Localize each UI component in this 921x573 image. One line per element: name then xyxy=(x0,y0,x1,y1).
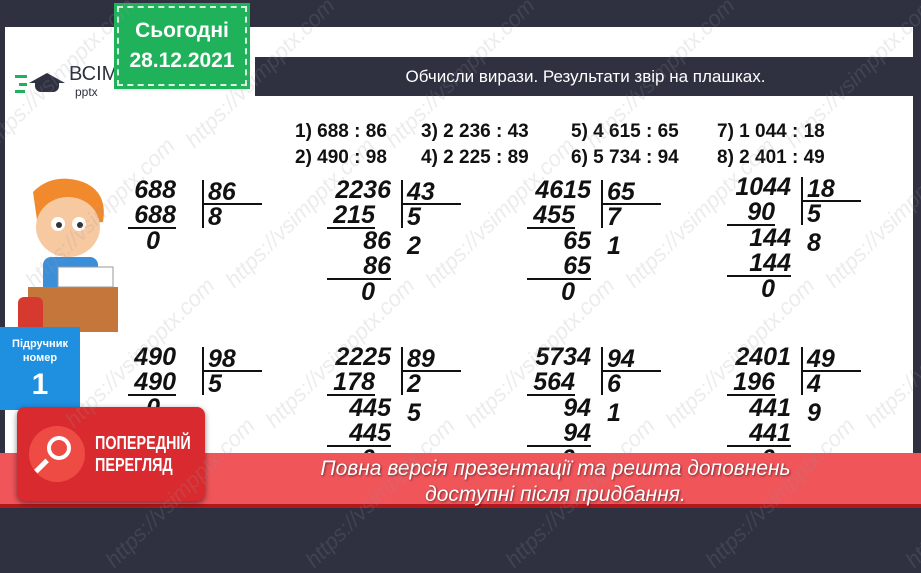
student-illustration xyxy=(18,178,118,332)
divisor: 98 xyxy=(208,345,236,373)
task: 4) 2 225 : 89 xyxy=(421,147,529,168)
division-step: 94 xyxy=(563,393,591,422)
subtraction-line xyxy=(727,275,791,277)
quotient: 6 1 xyxy=(607,370,621,427)
quotient: 4 9 xyxy=(807,370,821,427)
subtraction-line xyxy=(527,227,575,229)
divisor: 86 xyxy=(208,178,236,206)
divisor: 94 xyxy=(607,345,635,373)
divisor-line xyxy=(801,200,861,202)
badge-line-1: ПОПЕРЕДНІЙ xyxy=(95,433,191,453)
division-step: 86 xyxy=(363,226,391,255)
dividend: 5734 xyxy=(535,343,591,371)
divisor-line xyxy=(401,203,461,205)
division-step: 90 xyxy=(747,198,775,226)
division-step: 86 xyxy=(363,252,391,280)
subtraction-line xyxy=(327,445,391,447)
division-step: 455 xyxy=(533,201,575,229)
divisor-line xyxy=(601,203,661,205)
division-step: 65 xyxy=(563,226,591,255)
division-step: 564 xyxy=(533,368,575,396)
task-list: 1) 688 : 86 3) 2 236 : 43 5) 4 615 : 65 … xyxy=(295,121,857,169)
task: 1) 688 : 86 xyxy=(295,121,387,142)
subtraction-line xyxy=(128,394,176,396)
task: 6) 5 734 : 94 xyxy=(571,147,679,168)
dividend: 4615 xyxy=(535,176,591,204)
division-step: 445 xyxy=(349,419,391,447)
divisor-line xyxy=(601,370,661,372)
divisor: 49 xyxy=(807,345,835,373)
division-step: 0 xyxy=(361,277,375,306)
textbook-number-box: Підручник номер 1 xyxy=(0,327,80,410)
dividend: 490 xyxy=(134,343,176,371)
divisor: 65 xyxy=(607,178,635,206)
badge-line-2: ПЕРЕГЛЯД xyxy=(95,455,173,475)
division-step: 688 xyxy=(134,201,176,229)
number-label: номер xyxy=(22,352,58,364)
magnifier-icon xyxy=(29,426,85,482)
division-step: 196 xyxy=(733,368,775,396)
logo: ВСІМ pptx xyxy=(15,63,119,101)
division-step: 94 xyxy=(563,419,591,447)
quotient: 2 5 xyxy=(407,370,421,427)
textbook-label: Підручник xyxy=(12,338,68,350)
task: 2) 490 : 98 xyxy=(295,147,387,168)
dividend: 2401 xyxy=(735,343,791,371)
dividend: 2236 xyxy=(335,176,391,204)
division-step: 0 xyxy=(561,277,575,306)
purchase-banner[interactable]: Повна версія презентації та решта доповн… xyxy=(0,453,921,508)
task: 3) 2 236 : 43 xyxy=(421,121,529,142)
division-step: 441 xyxy=(749,393,791,422)
logo-sub: pptx xyxy=(75,85,98,99)
division-step: 0 xyxy=(146,226,160,255)
division-step: 144 xyxy=(749,223,791,252)
dividend: 688 xyxy=(134,176,176,204)
division-step: 65 xyxy=(563,252,591,280)
divisor-line xyxy=(202,203,262,205)
task: 5) 4 615 : 65 xyxy=(571,121,679,142)
subtraction-line xyxy=(527,445,591,447)
division-step: 144 xyxy=(749,249,791,277)
division-step: 0 xyxy=(761,274,775,303)
divisor-line xyxy=(801,370,861,372)
task-title: Обчисли вирази. Результати звір на плашк… xyxy=(255,57,913,96)
subtraction-line xyxy=(327,394,375,396)
divisor: 43 xyxy=(407,178,435,206)
divisor: 89 xyxy=(407,345,435,373)
date-label: Сьогодні xyxy=(135,19,229,42)
graduation-cap-icon xyxy=(15,71,65,95)
subtraction-line xyxy=(128,227,176,229)
banner-line-1: Повна версія презентації та решта доповн… xyxy=(320,457,791,480)
quotient: 5 2 xyxy=(407,203,421,260)
task: 7) 1 044 : 18 xyxy=(717,121,825,142)
preview-badge[interactable]: ПОПЕРЕДНІЙ ПЕРЕГЛЯД xyxy=(17,407,205,501)
division-step: 215 xyxy=(333,201,375,229)
dividend: 1044 xyxy=(735,173,791,201)
quotient: 5 8 xyxy=(807,200,821,257)
divisor: 18 xyxy=(807,175,835,203)
date-value: 28.12.2021 xyxy=(129,49,235,72)
task: 8) 2 401 : 49 xyxy=(717,147,825,168)
banner-line-2: доступні після придбання. xyxy=(425,483,686,506)
subtraction-line xyxy=(727,445,791,447)
dividend: 2225 xyxy=(335,343,391,371)
subtraction-line xyxy=(327,278,391,280)
divisor-line xyxy=(401,370,461,372)
date-tag: Сьогодні 28.12.2021 xyxy=(114,3,250,89)
quotient: 7 1 xyxy=(607,203,621,260)
divisor-line xyxy=(202,370,262,372)
subtraction-line xyxy=(527,278,591,280)
subtraction-line xyxy=(327,227,375,229)
division-step: 441 xyxy=(749,419,791,447)
division-step: 178 xyxy=(333,368,375,396)
textbook-number: 1 xyxy=(31,368,49,401)
division-step: 445 xyxy=(349,393,391,422)
division-step: 490 xyxy=(134,368,176,396)
subtraction-line xyxy=(527,394,575,396)
logo-name: ВСІМ xyxy=(69,63,119,85)
subtraction-line xyxy=(727,394,775,396)
quotient: 5 xyxy=(208,370,222,398)
quotient: 8 xyxy=(208,203,222,231)
subtraction-line xyxy=(727,224,775,226)
